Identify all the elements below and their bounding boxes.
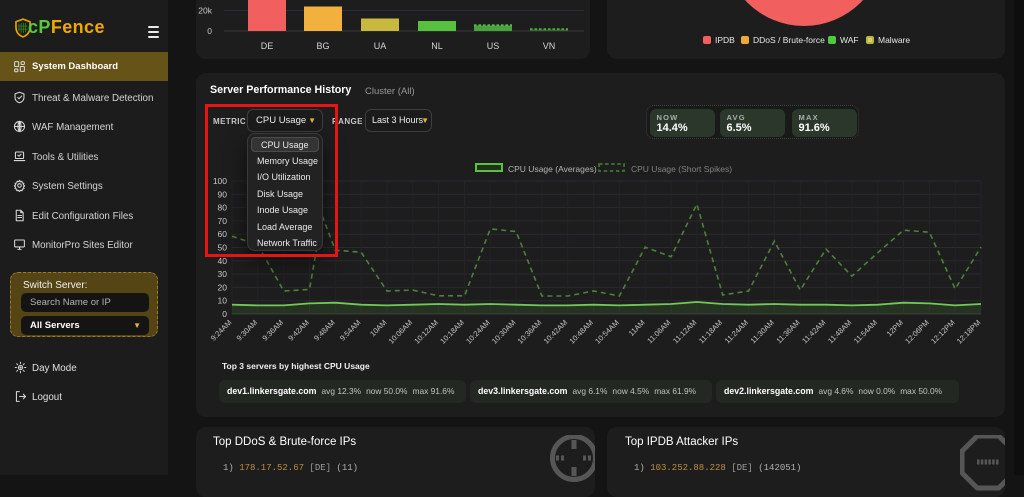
svg-text:0: 0 bbox=[207, 26, 212, 36]
svg-text:11:24AM: 11:24AM bbox=[723, 318, 750, 345]
svg-text:60: 60 bbox=[218, 229, 228, 239]
svg-text:DE: DE bbox=[261, 41, 274, 51]
svg-text:10:24AM: 10:24AM bbox=[464, 318, 492, 346]
svg-text:10:18AM: 10:18AM bbox=[438, 318, 466, 346]
svg-text:11:54AM: 11:54AM bbox=[852, 318, 879, 345]
svg-text:10: 10 bbox=[218, 296, 228, 306]
svg-text:0: 0 bbox=[222, 309, 227, 319]
svg-text:11:36AM: 11:36AM bbox=[774, 318, 801, 345]
svg-text:12:06PM: 12:06PM bbox=[903, 318, 931, 346]
svg-text:US: US bbox=[487, 41, 500, 51]
svg-text:40: 40 bbox=[218, 256, 228, 266]
svg-text:11:48AM: 11:48AM bbox=[826, 318, 853, 345]
svg-text:12PM: 12PM bbox=[885, 318, 905, 338]
svg-text:30: 30 bbox=[218, 269, 228, 279]
svg-text:NL: NL bbox=[431, 41, 443, 51]
svg-text:10:30AM: 10:30AM bbox=[490, 318, 518, 346]
svg-text:70: 70 bbox=[218, 216, 228, 226]
svg-text:100: 100 bbox=[213, 176, 227, 186]
svg-text:90: 90 bbox=[218, 189, 228, 199]
svg-text:11:30AM: 11:30AM bbox=[749, 318, 776, 345]
svg-text:11:18AM: 11:18AM bbox=[697, 318, 724, 345]
svg-text:50: 50 bbox=[218, 243, 228, 253]
svg-text:9:24AM: 9:24AM bbox=[209, 318, 234, 343]
svg-text:10:06AM: 10:06AM bbox=[387, 318, 415, 346]
svg-text:10:36AM: 10:36AM bbox=[516, 318, 544, 346]
svg-text:10:54AM: 10:54AM bbox=[593, 318, 621, 346]
svg-text:12:18PM: 12:18PM bbox=[955, 318, 983, 346]
svg-text:10:42AM: 10:42AM bbox=[542, 318, 570, 346]
svg-text:9:30AM: 9:30AM bbox=[235, 318, 260, 343]
svg-text:10:12AM: 10:12AM bbox=[412, 318, 440, 346]
svg-text:9:36AM: 9:36AM bbox=[260, 318, 285, 343]
svg-text:11:42AM: 11:42AM bbox=[800, 318, 827, 345]
svg-text:UA: UA bbox=[374, 41, 387, 51]
svg-text:10:48AM: 10:48AM bbox=[567, 318, 595, 346]
svg-text:11AM: 11AM bbox=[627, 318, 647, 338]
svg-text:80: 80 bbox=[218, 203, 228, 213]
svg-text:11:06AM: 11:06AM bbox=[645, 318, 672, 345]
svg-text:9:42AM: 9:42AM bbox=[286, 318, 311, 343]
svg-text:12:12PM: 12:12PM bbox=[929, 318, 957, 346]
svg-text:20: 20 bbox=[218, 282, 228, 292]
svg-text:11:12AM: 11:12AM bbox=[671, 318, 698, 345]
svg-text:BG: BG bbox=[316, 41, 329, 51]
svg-text:10AM: 10AM bbox=[368, 318, 388, 338]
svg-text:9:48AM: 9:48AM bbox=[312, 318, 337, 343]
svg-text:VN: VN bbox=[543, 41, 556, 51]
svg-text:9:54AM: 9:54AM bbox=[338, 318, 363, 343]
svg-text:20k: 20k bbox=[198, 6, 212, 16]
